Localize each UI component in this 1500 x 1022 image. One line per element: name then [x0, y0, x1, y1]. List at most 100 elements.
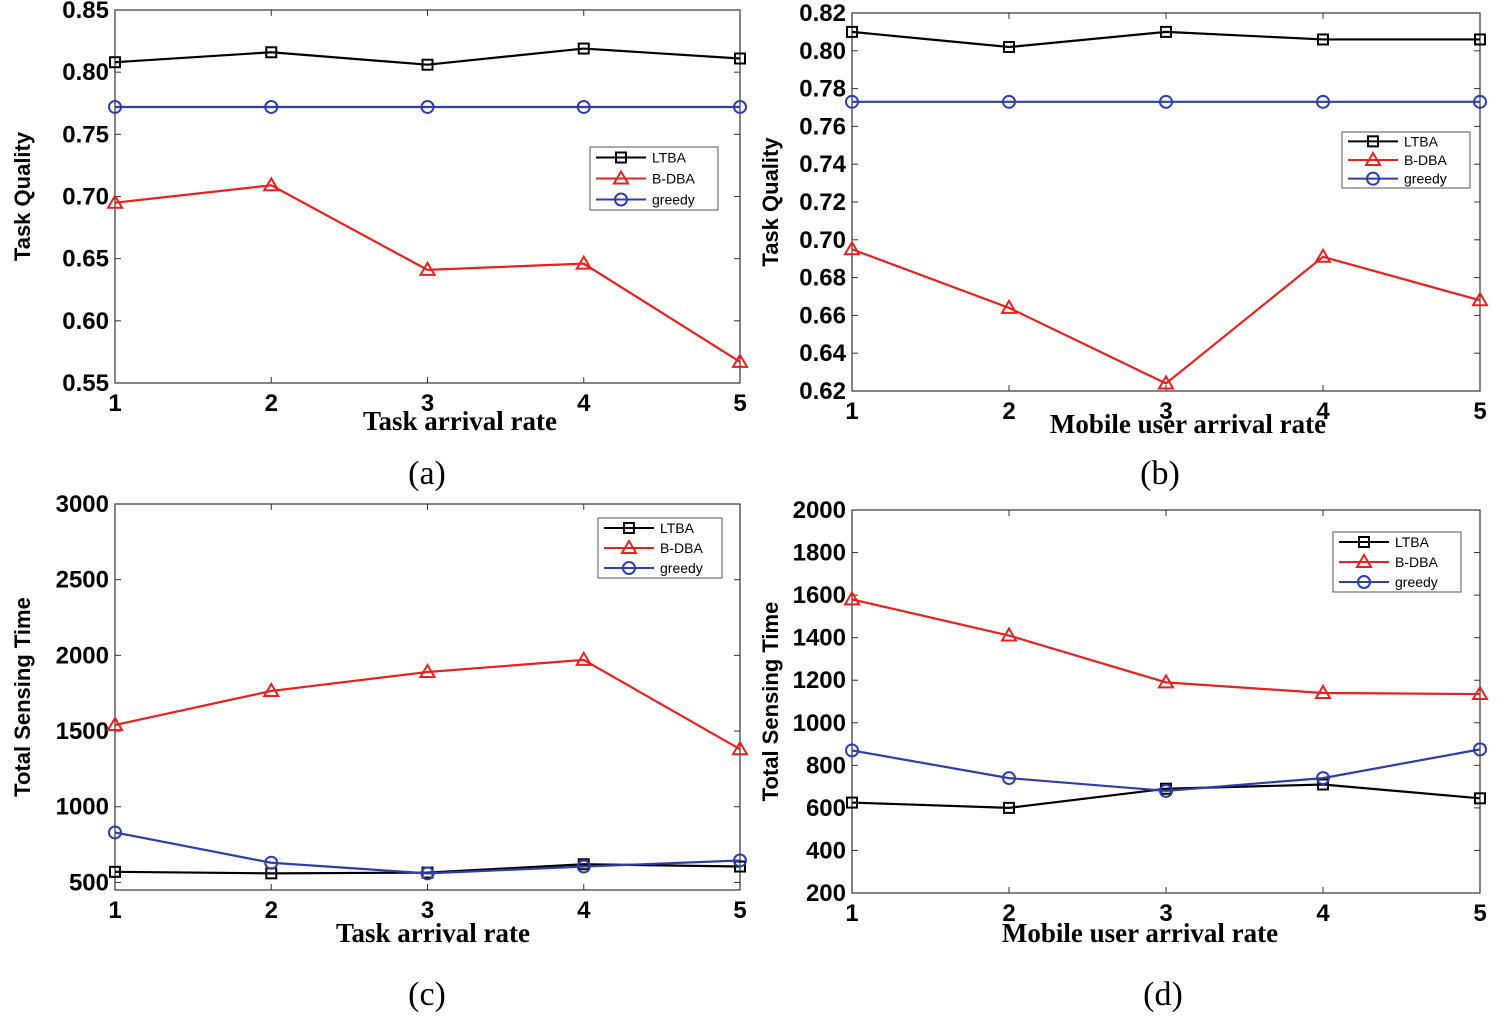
panel-caption: (b): [1140, 455, 1180, 492]
legend-marker: [1357, 575, 1371, 589]
x-axis-label: Task arrival rate: [336, 918, 530, 948]
series-line: [851, 30, 1480, 49]
data-point: [262, 681, 280, 697]
y-tick-label: 0.70: [799, 227, 846, 254]
panel-caption: (d): [1143, 976, 1183, 1013]
series-ltba: [109, 42, 746, 71]
series-greedy: [845, 742, 1487, 798]
x-tick-label: 3: [421, 390, 434, 417]
legend-label: B-DBA: [1404, 152, 1447, 168]
data-point: [733, 99, 747, 114]
y-tick-label: 0.80: [799, 38, 846, 65]
legend-label: greedy: [652, 192, 695, 208]
data-point: [1159, 783, 1173, 798]
legend-label: LTBA: [660, 520, 695, 536]
y-tick-label: 2500: [56, 567, 109, 594]
legend-marker: [1358, 536, 1370, 548]
y-tick-label: 0.82: [799, 0, 846, 27]
legend-label: B-DBA: [652, 171, 695, 187]
x-tick-label: 4: [577, 897, 591, 924]
y-tick-label: 0.78: [799, 76, 846, 103]
legend-marker: [1366, 171, 1380, 186]
x-tick-label: 1: [845, 900, 858, 927]
y-tick-label: 1200: [793, 667, 846, 694]
data-point: [1474, 792, 1486, 805]
data-point: [108, 825, 122, 840]
data-point: [108, 99, 122, 114]
chart-panel-4: 200 400 600 800 1000 1200 1400 1600 1800 2000 1 2 3 4…: [758, 497, 1489, 1013]
data-point: [262, 176, 280, 192]
data-point: [1000, 626, 1018, 642]
y-tick-label: 0.72: [799, 189, 846, 216]
legend-marker: [1367, 135, 1379, 148]
data-point: [1314, 684, 1332, 699]
data-point: [731, 740, 749, 756]
data-point: [846, 796, 858, 809]
series-greedy: [108, 825, 747, 881]
data-point: [418, 260, 437, 276]
data-point: [1160, 25, 1172, 38]
legend-label: LTBA: [1395, 534, 1430, 550]
data-point: [1316, 771, 1330, 786]
y-axis-label: Task Quality: [758, 137, 783, 267]
y-tick-label: 0.60: [62, 308, 109, 335]
legend-label: greedy: [660, 560, 703, 576]
series-line: [114, 658, 741, 751]
data-point: [845, 743, 859, 758]
legend-label: greedy: [1395, 574, 1438, 590]
series-line: [114, 47, 741, 66]
panel-caption: (c): [408, 976, 446, 1013]
data-point: [1317, 778, 1329, 791]
series-greedy: [845, 94, 1487, 109]
y-tick-label: 1500: [56, 718, 109, 745]
data-point: [109, 865, 121, 878]
series-line: [114, 184, 741, 363]
legend-marker: [1355, 553, 1373, 568]
data-point: [843, 240, 861, 256]
x-tick-label: 1: [108, 897, 121, 924]
legend-marker: [620, 539, 638, 554]
y-tick-label: 2000: [793, 497, 846, 524]
data-point: [1317, 33, 1329, 46]
series-line: [851, 598, 1481, 696]
x-axis-label: Task arrival rate: [363, 406, 557, 436]
x-tick-label: 3: [1159, 900, 1172, 927]
panel-caption: (a): [408, 455, 446, 492]
data-point: [731, 352, 749, 368]
data-point: [106, 193, 124, 209]
x-tick-label: 1: [845, 398, 858, 425]
series-line: [114, 831, 741, 875]
legend-marker: [1364, 151, 1382, 166]
data-point: [420, 99, 435, 114]
y-tick-label: 0.68: [799, 265, 846, 292]
data-point: [1157, 673, 1175, 689]
y-tick-label: 1000: [793, 710, 846, 737]
data-point: [576, 99, 591, 114]
legend: LTBA B-DBA greedy: [1341, 131, 1471, 189]
y-tick-label: 1000: [56, 794, 109, 821]
data-point: [575, 650, 593, 666]
y-tick-label: 0.55: [62, 370, 109, 397]
x-tick-label: 3: [1159, 398, 1172, 425]
data-point: [1002, 94, 1016, 109]
data-point: [1003, 801, 1015, 814]
y-tick-label: 0.85: [62, 0, 109, 24]
data-point: [843, 590, 861, 606]
y-axis-label: Total Sensing Time: [758, 602, 783, 802]
data-point: [1473, 742, 1487, 757]
data-point: [1159, 94, 1173, 109]
y-tick-label: 1600: [793, 582, 846, 609]
legend: LTBA B-DBA greedy: [1332, 531, 1462, 593]
data-point: [845, 94, 859, 109]
y-axis-label: Total Sensing Time: [10, 597, 35, 797]
data-point: [733, 853, 747, 868]
y-tick-label: 0.66: [799, 302, 846, 329]
chart-panel-1: 0.55 0.60 0.65 0.70 0.75 0.80 0.85 1 2 3 4 5 Task ar…: [10, 0, 749, 492]
series-b-dba: [843, 590, 1489, 701]
x-tick-label: 5: [733, 897, 746, 924]
x-tick-label: 2: [265, 897, 278, 924]
x-tick-label: 4: [1316, 900, 1330, 927]
data-point: [1473, 94, 1487, 109]
plot-area: [851, 12, 1481, 392]
